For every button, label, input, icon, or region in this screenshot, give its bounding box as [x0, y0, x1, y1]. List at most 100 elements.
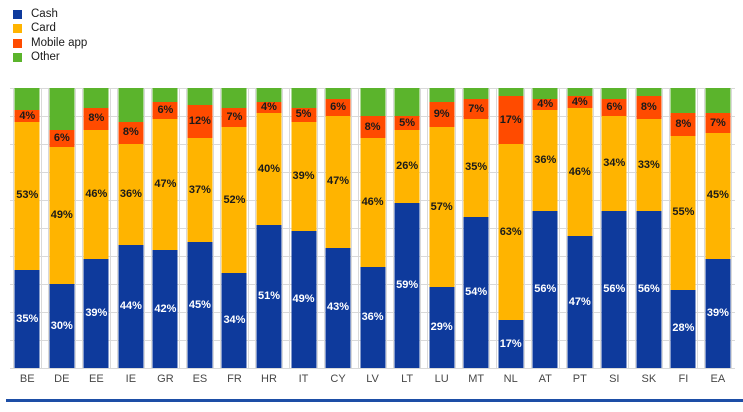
- bar-column-ea: 7% 45% 39%: [701, 88, 736, 368]
- column-background: [496, 88, 525, 368]
- segment-other: [705, 88, 731, 114]
- stacked-bar: 7% 52% 34%: [221, 88, 247, 368]
- segment-cash: 35%: [14, 270, 40, 368]
- legend-swatch-icon: [13, 9, 22, 19]
- column-background: [669, 88, 698, 368]
- column-background: [600, 88, 629, 368]
- bar-column-de: 6% 49% 30%: [45, 88, 80, 368]
- stacked-bar: 4% 46% 47%: [567, 88, 593, 368]
- bar-column-nl: 17% 63% 17%: [493, 88, 528, 368]
- legend-swatch-icon: [13, 24, 22, 34]
- x-axis-label-fr: FR: [227, 373, 242, 385]
- segment-card: 36%: [118, 144, 144, 245]
- x-axis-label-at: AT: [538, 373, 552, 385]
- segment-mobile-app: 8%: [83, 107, 109, 131]
- segment-other: [601, 88, 627, 100]
- legend-item-cash: Cash: [13, 7, 87, 22]
- segment-mobile-app: 4%: [567, 96, 593, 108]
- segment-mobile-app: 6%: [152, 102, 178, 119]
- segment-card: 53%: [14, 121, 40, 270]
- segment-other: [83, 88, 109, 108]
- legend-label: Cash: [31, 7, 58, 20]
- segment-other: [187, 88, 213, 105]
- legend-label: Mobile app: [31, 36, 88, 49]
- stacked-bar: 9% 57% 29%: [429, 88, 455, 368]
- segment-card: 46%: [567, 107, 593, 237]
- segment-mobile-app: 6%: [601, 99, 627, 117]
- x-axis-label-lu: LU: [434, 373, 449, 385]
- bar-column-it: 5% 39% 49%: [286, 88, 321, 368]
- segment-cash: 51%: [256, 225, 282, 368]
- column-background: [289, 88, 318, 368]
- segment-mobile-app: 4%: [14, 110, 40, 122]
- segment-card: 49%: [49, 146, 75, 284]
- segment-card: 45%: [705, 132, 731, 259]
- x-axis-label-ea: EA: [710, 373, 726, 385]
- segment-mobile-app: 8%: [670, 113, 696, 136]
- x-axis-label-sk: SK: [641, 373, 657, 385]
- x-axis-label-mt: MT: [468, 373, 485, 385]
- bar-column-lt: 5% 26% 59%: [390, 88, 425, 368]
- x-axis-label-lv: LV: [366, 373, 379, 385]
- stacked-bar: 5% 26% 59%: [394, 88, 420, 368]
- column-background: [116, 88, 146, 368]
- column-background: [427, 88, 456, 368]
- segment-other: [152, 88, 178, 103]
- legend-item-other: Other: [13, 51, 87, 66]
- column-background: [151, 88, 180, 368]
- segment-card: 36%: [532, 110, 558, 212]
- bar-column-fi: 8% 55% 28%: [666, 88, 701, 368]
- column-background: [254, 88, 284, 368]
- x-axis-labels: BE DE EE IE GR ES FR HR IT CY LV LT LU MT NL AT PT SI SK FI…: [10, 373, 735, 385]
- bar-column-lv: 8% 46% 36%: [355, 88, 390, 368]
- segment-other: [429, 88, 455, 103]
- bar-column-mt: 7% 35% 54%: [459, 88, 494, 368]
- column-background: [530, 88, 560, 368]
- column-background: [565, 88, 595, 368]
- x-axis-label-fi: FI: [678, 373, 689, 385]
- x-axis-label-de: DE: [54, 373, 70, 385]
- x-axis-label-be: BE: [19, 373, 35, 385]
- segment-card: 46%: [360, 138, 386, 268]
- stacked-bar: 8% 55% 28%: [670, 88, 696, 368]
- segment-other: [291, 88, 317, 108]
- bar-column-es: 12% 37% 45%: [183, 88, 218, 368]
- stacked-bar: 8% 36% 44%: [118, 88, 144, 368]
- segment-other: [118, 88, 144, 122]
- segment-other: [49, 88, 75, 131]
- bar-column-gr: 6% 47% 42%: [148, 88, 183, 368]
- segment-cash: 39%: [83, 258, 109, 368]
- stacked-bar: 4% 36% 56%: [532, 88, 558, 368]
- stacked-bar: 17% 63% 17%: [498, 88, 524, 368]
- segment-card: 47%: [152, 118, 178, 251]
- segment-card: 46%: [83, 130, 109, 259]
- column-background: [13, 88, 42, 368]
- bar-column-pt: 4% 46% 47%: [563, 88, 598, 368]
- bar-column-ie: 8% 36% 44%: [114, 88, 149, 368]
- segment-mobile-app: 7%: [221, 107, 247, 128]
- legend-item-card: Card: [13, 22, 87, 37]
- segment-mobile-app: 8%: [360, 116, 386, 139]
- column-background: [703, 88, 733, 368]
- bar-column-si: 6% 34% 56%: [597, 88, 632, 368]
- segment-mobile-app: 6%: [325, 99, 351, 117]
- column-background: [185, 88, 215, 368]
- stacked-bar: 7% 35% 54%: [463, 88, 489, 368]
- x-axis-label-ee: EE: [88, 373, 104, 385]
- segment-cash: 47%: [567, 236, 593, 368]
- stacked-bar: 5% 39% 49%: [291, 88, 317, 368]
- stacked-bar: 6% 47% 43%: [325, 88, 351, 368]
- segment-cash: 59%: [394, 202, 420, 368]
- x-axis-label-ie: IE: [125, 373, 137, 385]
- x-axis-label-lt: LT: [401, 373, 414, 385]
- legend-swatch-icon: [13, 38, 22, 48]
- bar-column-cy: 6% 47% 43%: [321, 88, 356, 368]
- x-axis-label-es: ES: [192, 373, 208, 385]
- segment-card: 57%: [429, 127, 455, 287]
- column-background: [358, 88, 387, 368]
- column-background: [220, 88, 249, 368]
- segment-cash: 39%: [705, 258, 731, 368]
- x-axis-label-it: IT: [298, 373, 309, 385]
- stacked-bar: 8% 46% 36%: [360, 88, 386, 368]
